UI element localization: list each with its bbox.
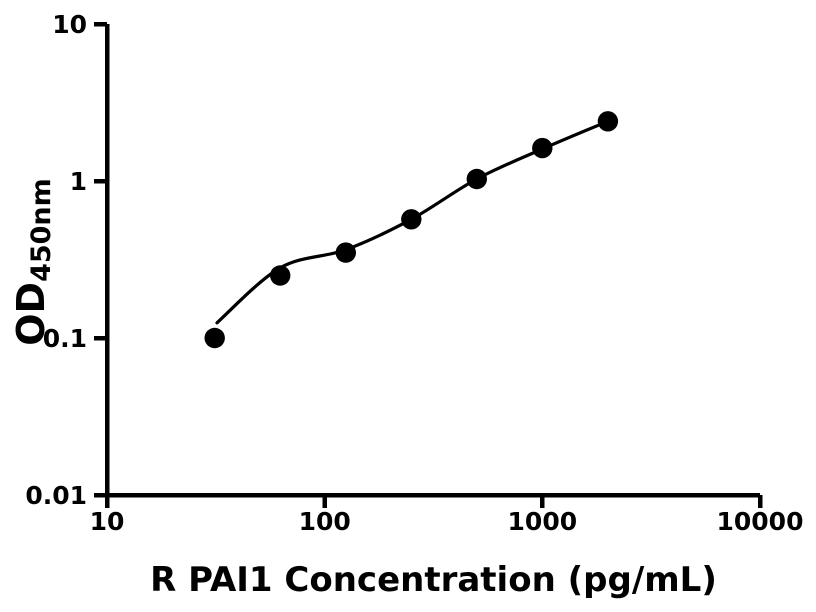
axis-spines <box>104 24 760 498</box>
y-axis-title: OD450nm <box>9 178 57 346</box>
y-tick-label: 0.1 <box>43 324 87 353</box>
data-point-marker <box>466 168 487 190</box>
x-tick-label: 10000 <box>717 507 804 536</box>
y-tick-label: 0.01 <box>25 481 87 510</box>
y-axis-title-main: OD <box>9 281 53 346</box>
x-tick-label: 10 <box>90 507 125 536</box>
data-point-marker <box>532 137 553 159</box>
data-point-marker <box>597 111 619 132</box>
x-axis-title: R PAI1 Concentration (pg/mL) <box>150 560 717 600</box>
y-tick-label: 10 <box>52 10 87 39</box>
data-point-marker <box>204 327 225 349</box>
x-tick-label: 100 <box>299 507 351 536</box>
data-point-marker <box>401 209 422 230</box>
y-tick-label: 1 <box>70 167 87 196</box>
data-point-marker <box>335 242 356 263</box>
data-point-marker <box>270 265 291 286</box>
x-tick-label: 1000 <box>508 507 578 536</box>
y-axis-title-subscript: 450nm <box>26 178 57 282</box>
